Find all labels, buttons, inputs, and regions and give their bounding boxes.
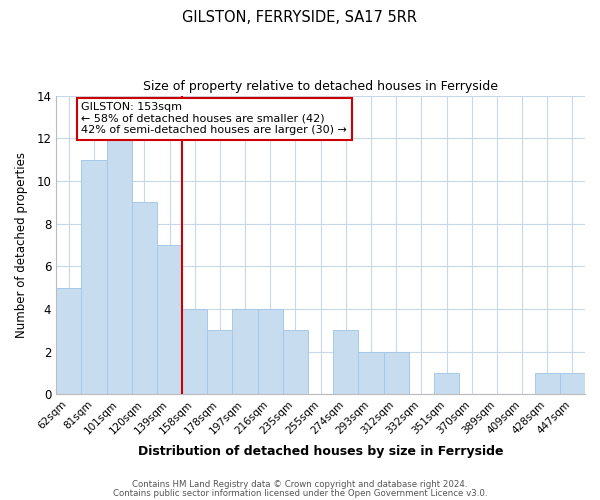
Bar bbox=[157, 245, 182, 394]
Text: GILSTON: 153sqm
← 58% of detached houses are smaller (42)
42% of semi-detached h: GILSTON: 153sqm ← 58% of detached houses… bbox=[82, 102, 347, 135]
Bar bbox=[560, 373, 585, 394]
Text: GILSTON, FERRYSIDE, SA17 5RR: GILSTON, FERRYSIDE, SA17 5RR bbox=[182, 10, 418, 25]
Bar bbox=[182, 309, 207, 394]
Bar bbox=[283, 330, 308, 394]
Bar bbox=[232, 309, 257, 394]
Title: Size of property relative to detached houses in Ferryside: Size of property relative to detached ho… bbox=[143, 80, 498, 93]
Bar bbox=[257, 309, 283, 394]
Bar bbox=[333, 330, 358, 394]
Bar bbox=[82, 160, 107, 394]
X-axis label: Distribution of detached houses by size in Ferryside: Distribution of detached houses by size … bbox=[138, 444, 503, 458]
Bar bbox=[434, 373, 459, 394]
Bar bbox=[132, 202, 157, 394]
Y-axis label: Number of detached properties: Number of detached properties bbox=[15, 152, 28, 338]
Bar bbox=[535, 373, 560, 394]
Bar bbox=[358, 352, 383, 395]
Bar bbox=[56, 288, 82, 395]
Bar bbox=[383, 352, 409, 395]
Text: Contains public sector information licensed under the Open Government Licence v3: Contains public sector information licen… bbox=[113, 489, 487, 498]
Bar bbox=[207, 330, 232, 394]
Bar bbox=[107, 138, 132, 394]
Text: Contains HM Land Registry data © Crown copyright and database right 2024.: Contains HM Land Registry data © Crown c… bbox=[132, 480, 468, 489]
